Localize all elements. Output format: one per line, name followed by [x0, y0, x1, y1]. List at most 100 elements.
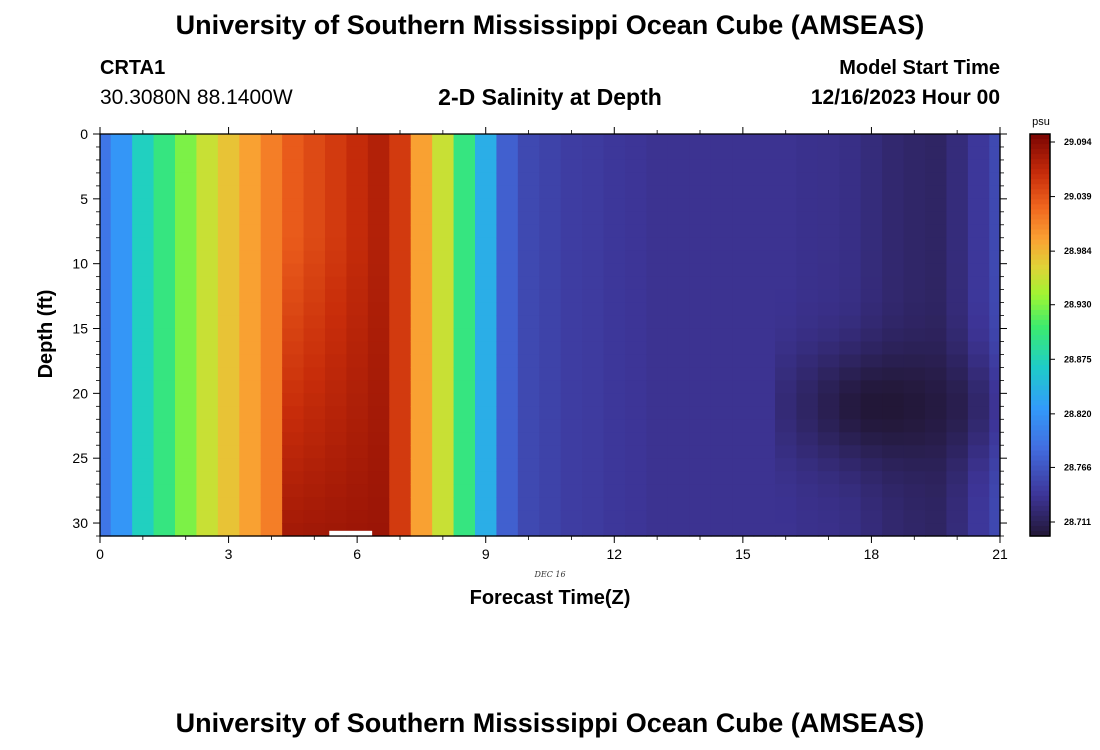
colorbar-segment: [1030, 179, 1050, 185]
heatmap-cell: [710, 341, 733, 356]
heatmap-cell: [260, 432, 283, 446]
heatmap-cell: [367, 328, 390, 343]
heatmap-cell: [689, 367, 712, 381]
heatmap-cell: [100, 419, 112, 433]
heatmap-cell: [560, 367, 583, 381]
heatmap-cell: [153, 354, 176, 369]
heatmap-cell: [903, 367, 926, 381]
heatmap-cell: [110, 510, 133, 524]
heatmap-cell: [689, 380, 712, 394]
heatmap-cell: [839, 458, 862, 472]
colorbar-segment: [1030, 365, 1050, 371]
heatmap-cell: [775, 497, 798, 511]
heatmap-cell: [603, 445, 626, 459]
heatmap-cell: [432, 484, 455, 498]
colorbar-segment: [1030, 169, 1050, 175]
heatmap-cell: [625, 159, 648, 174]
heatmap-cell: [839, 510, 862, 524]
heatmap-cell: [475, 315, 498, 330]
heatmap-cell: [239, 419, 262, 433]
heatmap-cell: [839, 328, 862, 343]
heatmap-cell: [732, 367, 755, 381]
heatmap-cell: [882, 497, 905, 511]
heatmap-cell: [903, 484, 926, 498]
heatmap-cell: [517, 497, 540, 511]
heatmap-cell: [560, 354, 583, 369]
heatmap-cell: [153, 315, 176, 330]
x-tick-label: 12: [606, 546, 622, 562]
colorbar-segment: [1030, 324, 1050, 331]
heatmap-cell: [753, 302, 776, 317]
heatmap-cell: [710, 510, 733, 524]
heatmap-cell: [946, 354, 969, 369]
heatmap-cell: [775, 315, 798, 330]
heatmap-cell: [453, 445, 476, 459]
heatmap-cell: [539, 276, 562, 291]
heatmap-cell: [153, 237, 176, 252]
heatmap-cell: [453, 146, 476, 161]
heatmap-cell: [389, 237, 412, 252]
heatmap-cell: [110, 146, 133, 161]
heatmap-cell: [903, 445, 926, 459]
colorbar-segment: [1030, 329, 1050, 336]
heatmap-cell: [100, 302, 112, 317]
heatmap-cell: [217, 510, 240, 524]
heatmap-cell: [967, 445, 990, 459]
heatmap-cell: [282, 224, 305, 239]
heatmap-cell: [367, 445, 390, 459]
heatmap-cell: [260, 185, 283, 200]
heatmap-cell: [175, 406, 198, 420]
heatmap-cell: [775, 510, 798, 524]
heatmap-cell: [239, 146, 262, 161]
heatmap-cell: [817, 471, 840, 485]
heatmap-cell: [882, 185, 905, 200]
colorbar-segment: [1030, 455, 1050, 462]
heatmap-cell: [410, 250, 433, 265]
heatmap-cell: [796, 354, 819, 369]
heatmap-cell: [989, 289, 1001, 304]
heatmap-cell: [239, 380, 262, 394]
heatmap-cell: [217, 328, 240, 343]
heatmap-cell: [817, 406, 840, 420]
heatmap-cell: [175, 341, 198, 356]
heatmap-cell: [475, 497, 498, 511]
heatmap-cell: [946, 523, 969, 537]
colorbar-tick-label: 28.711: [1064, 517, 1091, 527]
heatmap-cell: [389, 406, 412, 420]
heatmap-cell: [110, 393, 133, 407]
heatmap-cell: [796, 380, 819, 394]
heatmap-cell: [196, 289, 219, 304]
colorbar-segment: [1030, 480, 1050, 487]
heatmap-cell: [132, 328, 155, 343]
heatmap-cell: [475, 159, 498, 174]
heatmap-cell: [475, 445, 498, 459]
heatmap-cell: [817, 458, 840, 472]
heatmap-cell: [989, 134, 1001, 148]
heatmap-cell: [517, 458, 540, 472]
heatmap-cell: [282, 406, 305, 420]
main-title: University of Southern Mississippi Ocean…: [175, 10, 925, 40]
heatmap-cell: [560, 237, 583, 252]
heatmap-cell: [967, 263, 990, 278]
heatmap-cell: [732, 198, 755, 213]
heatmap-cell: [539, 146, 562, 161]
heatmap-cell: [967, 211, 990, 226]
heatmap-cell: [153, 159, 176, 174]
heatmap-cell: [367, 146, 390, 161]
heatmap-cell: [282, 354, 305, 369]
heatmap-cell: [239, 523, 262, 537]
heatmap-cell: [817, 445, 840, 459]
heatmap-cell: [132, 276, 155, 291]
heatmap-cell: [539, 380, 562, 394]
heatmap-cell: [539, 523, 562, 537]
heatmap-cell: [496, 159, 519, 174]
heatmap-cell: [839, 406, 862, 420]
heatmap-cell: [646, 471, 669, 485]
heatmap-cell: [689, 302, 712, 317]
colorbar-segment: [1030, 194, 1050, 200]
heatmap-cell: [432, 432, 455, 446]
heatmap-cell: [239, 211, 262, 226]
heatmap-cell: [475, 289, 498, 304]
heatmap-cell: [967, 289, 990, 304]
